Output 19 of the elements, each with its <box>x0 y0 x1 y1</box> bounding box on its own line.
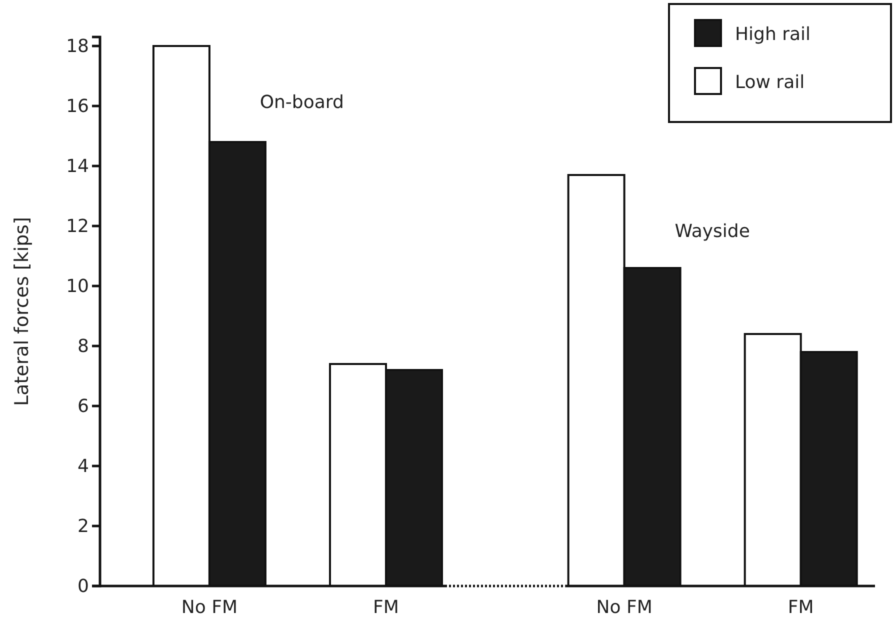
annotation: On-board <box>260 92 344 113</box>
legend-label: Low rail <box>735 72 805 93</box>
y-tick-label: 8 <box>78 336 89 357</box>
x-tick-label: FM <box>788 596 814 618</box>
y-tick-label: 10 <box>66 276 89 297</box>
legend-label: High rail <box>735 24 811 45</box>
annotation: Wayside <box>674 221 750 242</box>
y-tick-label: 6 <box>78 396 89 417</box>
y-tick-label: 2 <box>78 516 89 537</box>
y-axis-title: Lateral forces [kips] <box>11 217 33 406</box>
y-tick-label: 18 <box>66 36 89 57</box>
x-tick-label: FM <box>373 596 399 618</box>
y-tick-label: 16 <box>66 96 89 117</box>
y-tick-label: 0 <box>78 576 89 597</box>
y-tick-label: 14 <box>66 156 89 177</box>
x-tick-label: No FM <box>181 596 238 618</box>
y-tick-label: 4 <box>78 456 89 477</box>
x-tick-label: No FM <box>596 596 652 618</box>
y-tick-label: 12 <box>66 216 89 237</box>
